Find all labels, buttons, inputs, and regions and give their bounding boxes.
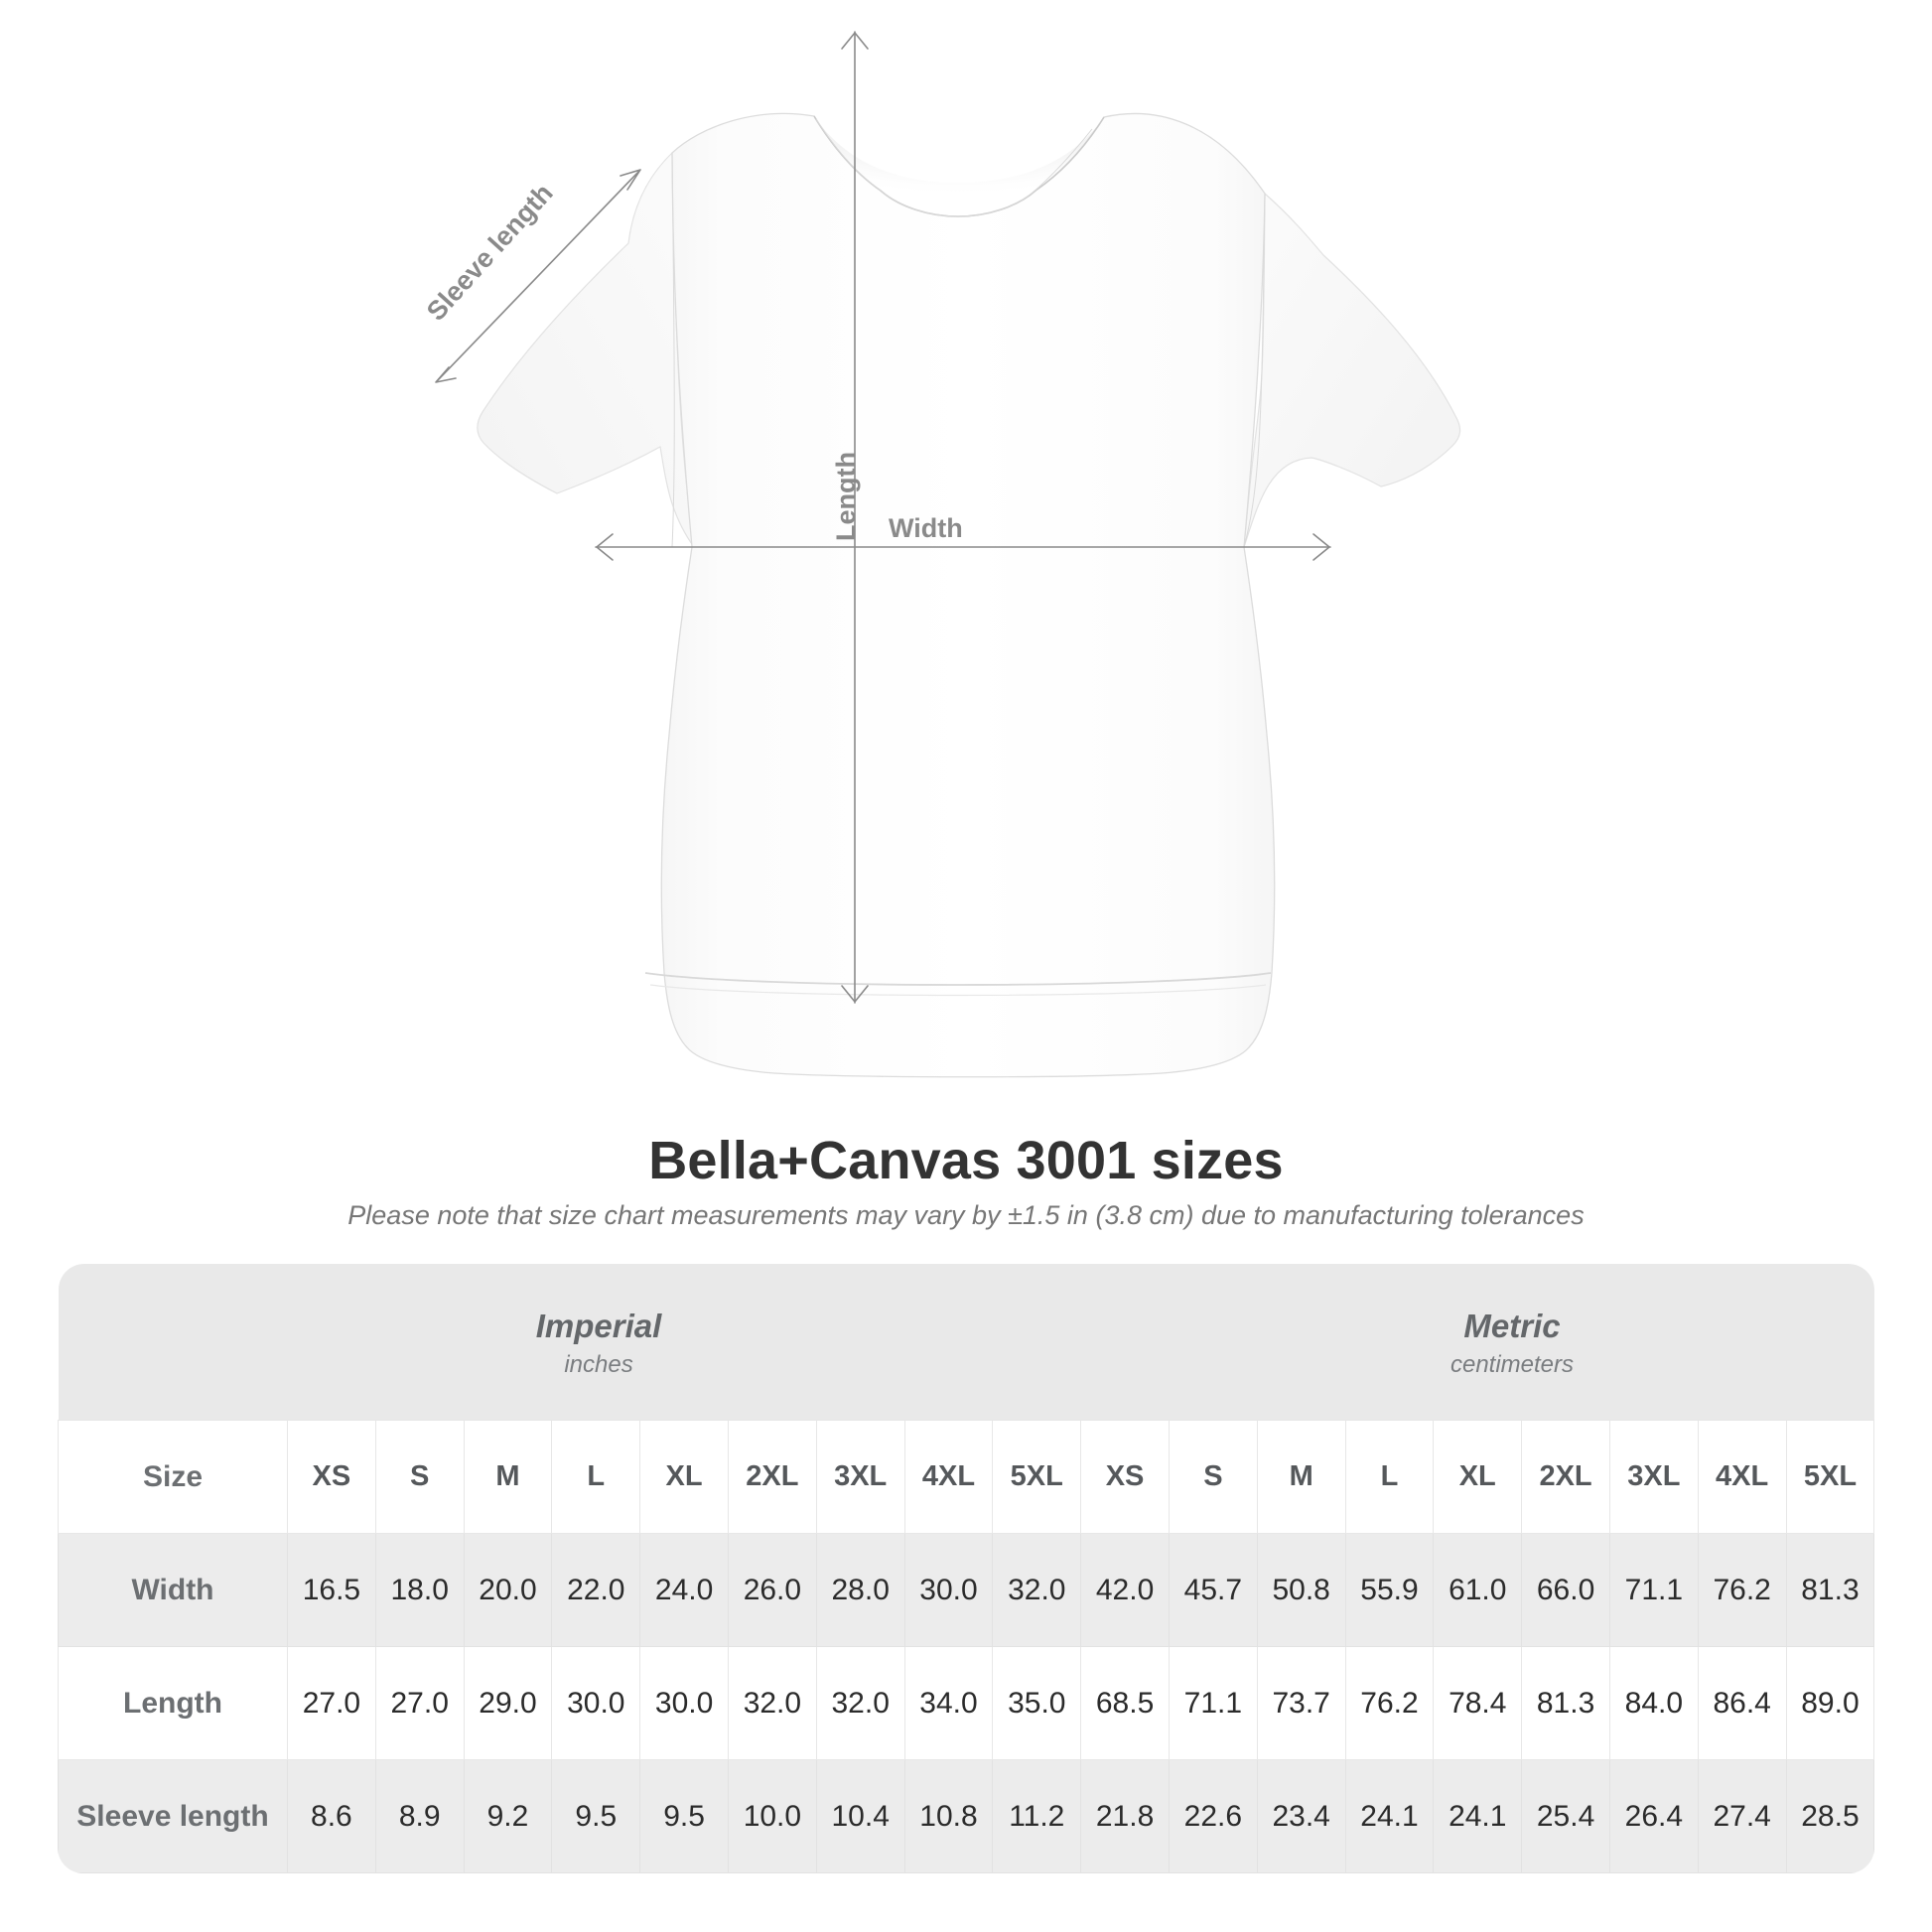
svg-text:Sleeve length: Sleeve length (421, 178, 559, 326)
svg-text:Width: Width (889, 513, 963, 543)
svg-text:Length: Length (831, 452, 861, 541)
